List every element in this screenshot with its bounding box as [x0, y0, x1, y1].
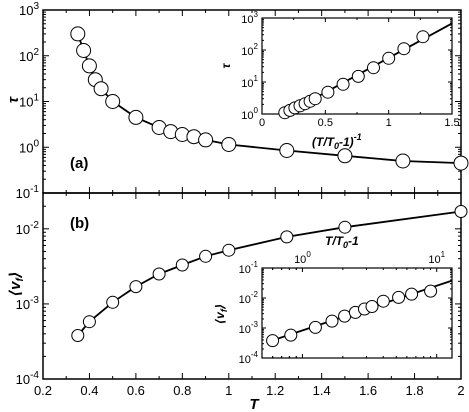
inset-a-x-axis-label: (T/T0-1)-1 — [312, 132, 362, 151]
y-tick-label: 102 — [19, 47, 39, 64]
panel-b-label: (b) — [70, 215, 89, 232]
data-point — [416, 30, 430, 44]
y-tick-label: 10-2 — [239, 290, 259, 306]
data-point — [105, 94, 121, 109]
x-tick-label: 1.4 — [313, 383, 331, 398]
x-tick-label: 0.2 — [34, 383, 52, 398]
data-point — [82, 315, 96, 329]
y-tick-label: 101 — [19, 93, 39, 110]
x-tick-label: 0.6 — [127, 383, 145, 398]
y-tick-label: 10-2 — [16, 220, 40, 237]
x-tick-label: 0.4 — [80, 383, 98, 398]
data-point — [338, 220, 352, 234]
data-point — [280, 230, 294, 244]
data-point — [152, 267, 166, 281]
y-tick-label: 102 — [241, 42, 258, 58]
data-point — [321, 85, 335, 99]
data-point — [128, 109, 144, 125]
data-point — [395, 153, 411, 169]
panel-b-x-axis-label: T — [249, 396, 260, 412]
data-point — [308, 320, 322, 334]
data-point — [325, 314, 339, 328]
y-tick-label: 103 — [19, 1, 39, 18]
data-point — [279, 143, 295, 158]
data-point — [453, 155, 469, 171]
data-point — [424, 284, 438, 298]
x-tick-label: 1.2 — [266, 383, 284, 398]
data-point — [405, 287, 419, 301]
x-tick-label: 100 — [294, 250, 311, 266]
y-tick-label: 100 — [19, 138, 39, 155]
data-point — [76, 43, 92, 58]
data-point — [382, 51, 396, 65]
data-point — [222, 243, 236, 257]
data-point — [392, 290, 406, 304]
panel-b-plot: 10-4 10-3 10-2 0.2 0.4 0.6 0.8 1 1.2 1.4 1.6 1.8 2 — [16, 192, 468, 398]
x-tick-label: 1 — [225, 383, 232, 398]
inset-a: 100 101 102 103 0 0.5 1 1.5 τ (T/T0-1)-1 — [219, 10, 460, 151]
data-point — [221, 137, 237, 152]
x-tick-label: 2 — [457, 383, 464, 398]
data-point — [129, 280, 143, 294]
inset-b-plot: 10-4 10-3 10-2 10-1 100 101 — [239, 250, 453, 366]
x-tick-label: 0.8 — [173, 383, 191, 398]
panel-a-label: (a) — [70, 155, 88, 172]
x-tick-label: 1.5 — [444, 117, 459, 129]
panel-a-y-axis-label: τ — [5, 96, 22, 103]
x-tick-label: 101 — [428, 250, 445, 266]
data-point — [284, 328, 298, 342]
y-tick-label: 10-3 — [16, 295, 40, 312]
x-tick-label: 0 — [259, 117, 265, 129]
data-point — [376, 294, 390, 308]
y-tick-label: 101 — [241, 74, 258, 90]
data-point — [70, 26, 86, 42]
x-tick-label: 1.8 — [406, 383, 424, 398]
data-point — [266, 334, 280, 348]
panel-a-plot: 10-1 100 101 102 103 — [16, 1, 469, 201]
data-point — [198, 132, 214, 148]
y-tick-label: 100 — [241, 106, 258, 122]
data-point — [367, 61, 380, 75]
data-point — [308, 92, 322, 106]
data-point — [337, 148, 353, 164]
data-point — [81, 58, 97, 74]
data-point — [338, 309, 352, 323]
y-tick-label: 10-3 — [239, 320, 259, 336]
data-point — [199, 249, 213, 263]
y-tick-label: 10-4 — [16, 370, 40, 387]
inset-b-y-axis-label: ⟨vf⟩ — [213, 304, 229, 325]
data-point — [106, 295, 120, 309]
x-tick-label: 1 — [386, 117, 392, 129]
y-tick-label: 10-4 — [239, 350, 259, 366]
data-point — [71, 329, 85, 342]
inset-b-x-axis-label: T/T0-1 — [325, 234, 359, 250]
x-tick-label: 0.5 — [318, 117, 333, 129]
y-tick-label: 10-1 — [16, 184, 40, 201]
inset-a-plot: 100 101 102 103 0 0.5 1 1.5 — [241, 10, 459, 129]
data-point — [454, 205, 468, 218]
data-point — [365, 300, 379, 313]
panel-a: 10-1 100 101 102 103 (a) τ — [5, 1, 469, 201]
data-point — [351, 69, 365, 83]
data-point — [397, 42, 411, 56]
data-point — [336, 77, 350, 91]
data-point — [175, 258, 189, 272]
y-tick-label: 103 — [241, 10, 258, 26]
inset-b: 10-4 10-3 10-2 10-1 100 101 ⟨vf⟩ T/T0-1 — [213, 234, 453, 366]
x-tick-label: 1.6 — [359, 383, 377, 398]
panel-b: 10-4 10-3 10-2 0.2 0.4 0.6 0.8 1 1.2 1.4 1.6 1.8 2 (… — [7, 192, 468, 412]
inset-a-y-axis-label: τ — [219, 62, 233, 68]
y-tick-label: 10-1 — [239, 260, 259, 276]
data-point — [93, 81, 109, 97]
panel-b-y-axis-label: ⟨vf⟩ — [7, 271, 26, 296]
